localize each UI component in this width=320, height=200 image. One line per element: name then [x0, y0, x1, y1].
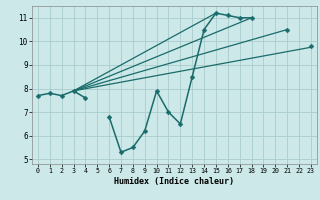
X-axis label: Humidex (Indice chaleur): Humidex (Indice chaleur) — [115, 177, 234, 186]
